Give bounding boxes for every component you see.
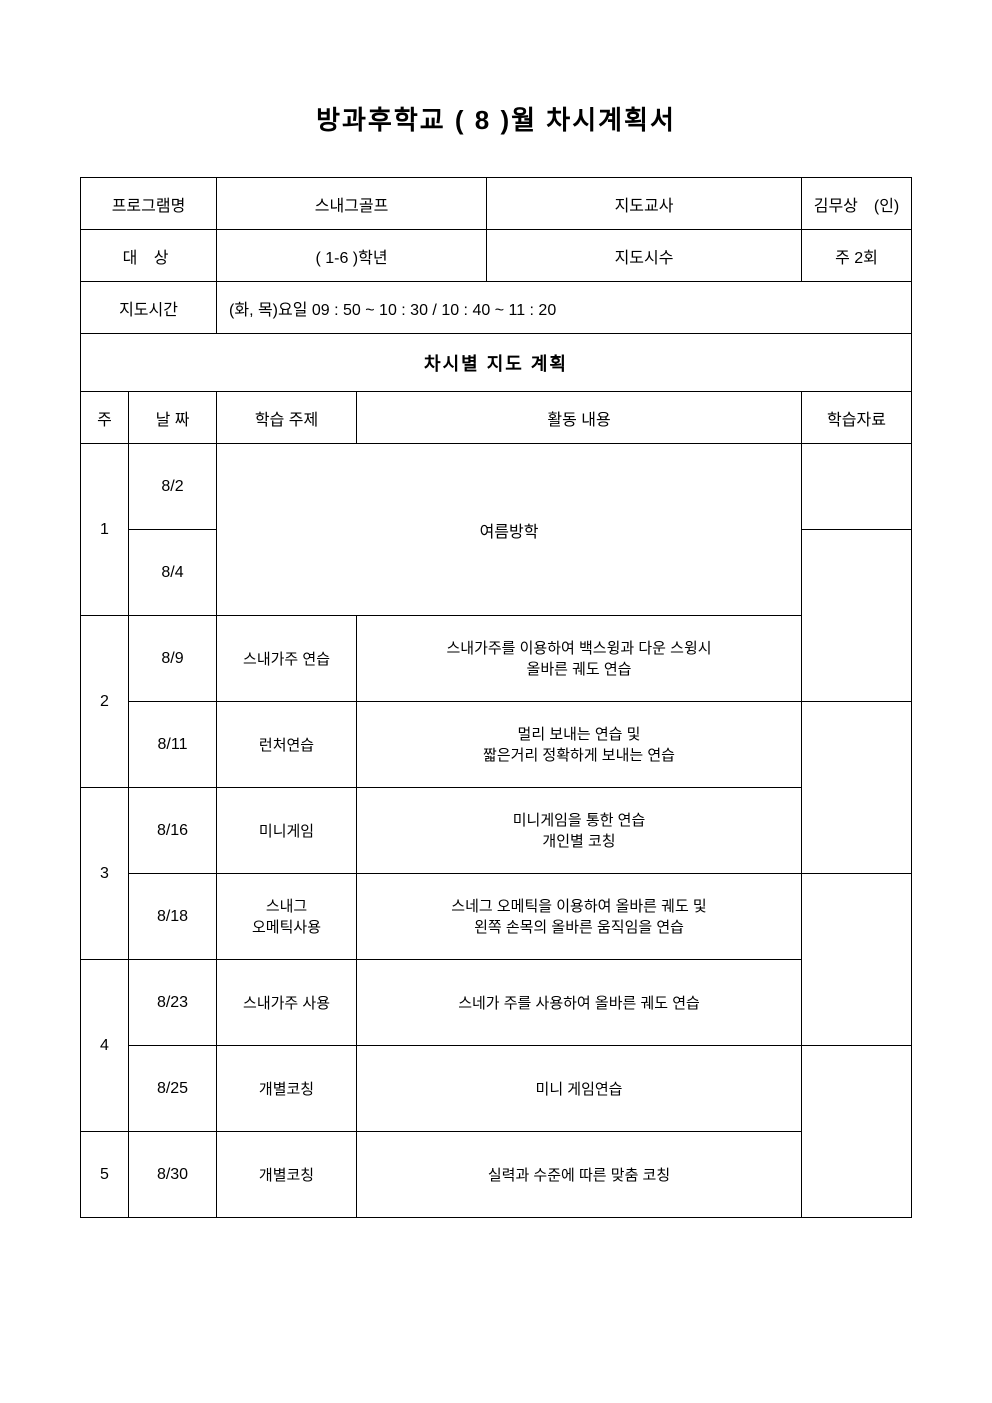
week-5-date-1: 8/30	[129, 1132, 217, 1218]
col-subject: 학습 주제	[217, 392, 357, 444]
col-material: 학습자료	[802, 392, 912, 444]
week2-row1: 28/9스내가주 연습스내가주를 이용하여 백스윙과 다운 스윙시올바른 궤도 …	[81, 616, 912, 702]
week-1-no: 1	[81, 444, 129, 616]
week4-row2: 8/25개별코칭미니 게임연습	[81, 1046, 912, 1132]
material-merge-3	[802, 874, 912, 1046]
week-3-activity-1: 미니게임을 통한 연습개인별 코칭	[357, 810, 801, 852]
program-label: 프로그램명	[81, 178, 217, 230]
material-merge-1	[802, 530, 912, 702]
week-3-subject-1: 미니게임	[217, 788, 357, 874]
program-value: 스내그골프	[217, 178, 487, 230]
col-activity: 활동 내용	[357, 392, 802, 444]
week-3-activity-cell-1: 미니게임을 통한 연습개인별 코칭	[357, 788, 802, 874]
header-row-target: 대 상( 1-6 )학년지도시수주 2회	[81, 230, 912, 282]
hours-label: 지도시수	[487, 230, 802, 282]
target-value: ( 1-6 )학년	[217, 230, 487, 282]
target-label: 대 상	[81, 230, 217, 282]
week-2-subject-2: 런처연습	[217, 702, 357, 788]
week-3-subject-cell-2: 스내그오메틱사용	[217, 874, 357, 960]
week-2-activity-cell-1: 스내가주를 이용하여 백스윙과 다운 스윙시올바른 궤도 연습	[357, 616, 802, 702]
week-2-date-2: 8/11	[129, 702, 217, 788]
week-2-activity-1: 스내가주를 이용하여 백스윙과 다운 스윙시올바른 궤도 연습	[357, 638, 801, 680]
week-5-no: 5	[81, 1132, 129, 1218]
hours-value: 주 2회	[802, 230, 912, 282]
week-5-subject-1: 개별코칭	[217, 1132, 357, 1218]
week-3-activity-cell-2: 스네그 오메틱을 이용하여 올바른 궤도 및왼쪽 손목의 올바른 움직임을 연습	[357, 874, 802, 960]
week-1-date-2: 8/4	[129, 530, 217, 616]
week-3-no: 3	[81, 788, 129, 960]
header-row-time: 지도시간(화, 목)요일 09 : 50 ~ 10 : 30 / 10 : 40…	[81, 282, 912, 334]
week-3-date-1: 8/16	[129, 788, 217, 874]
material-merge-4	[802, 1046, 912, 1218]
week-2-no: 2	[81, 616, 129, 788]
week4-row1: 48/23스내가주 사용스네가 주를 사용하여 올바른 궤도 연습	[81, 960, 912, 1046]
week-2-activity-2: 멀리 보내는 연습 및짧은거리 정확하게 보내는 연습	[357, 724, 801, 766]
vacation-cell: 여름방학	[217, 444, 802, 616]
time-label: 지도시간	[81, 282, 217, 334]
col-week: 주	[81, 392, 129, 444]
week-4-subject-1: 스내가주 사용	[217, 960, 357, 1046]
week-3-activity-2: 스네그 오메틱을 이용하여 올바른 궤도 및왼쪽 손목의 올바른 움직임을 연습	[357, 896, 801, 938]
material-merge-2	[802, 702, 912, 874]
week-2-subject-1: 스내가주 연습	[217, 616, 357, 702]
week-3-subject-2: 스내그오메틱사용	[217, 896, 356, 938]
week3-row1: 38/16미니게임미니게임을 통한 연습개인별 코칭	[81, 788, 912, 874]
week-5-activity-1: 실력과 수준에 따른 맞춤 코칭	[357, 1132, 802, 1218]
teacher-value: 김무상 (인)	[802, 178, 912, 230]
teacher-label: 지도교사	[487, 178, 802, 230]
week-1-material-1	[802, 444, 912, 530]
week-2-date-1: 8/9	[129, 616, 217, 702]
week-1-date-1: 8/2	[129, 444, 217, 530]
time-value: (화, 목)요일 09 : 50 ~ 10 : 30 / 10 : 40 ~ 1…	[217, 282, 912, 334]
week-4-activity-1: 스네가 주를 사용하여 올바른 궤도 연습	[357, 960, 802, 1046]
week3-row2: 8/18스내그오메틱사용스네그 오메틱을 이용하여 올바른 궤도 및왼쪽 손목의…	[81, 874, 912, 960]
week-4-subject-2: 개별코칭	[217, 1046, 357, 1132]
week-3-date-2: 8/18	[129, 874, 217, 960]
week-4-no: 4	[81, 960, 129, 1132]
week-4-date-2: 8/25	[129, 1046, 217, 1132]
week5-row1: 58/30개별코칭실력과 수준에 따른 맞춤 코칭	[81, 1132, 912, 1218]
col-date: 날 짜	[129, 392, 217, 444]
week1-row1: 18/2여름방학	[81, 444, 912, 530]
lesson-plan-table: 프로그램명스내그골프지도교사김무상 (인)대 상( 1-6 )학년지도시수주 2…	[80, 177, 912, 1218]
lesson-columns-row: 주날 짜학습 주제활동 내용학습자료	[81, 392, 912, 444]
week-4-activity-2: 미니 게임연습	[357, 1046, 802, 1132]
section-title: 차시별 지도 계획	[81, 334, 912, 392]
section-header-row: 차시별 지도 계획	[81, 334, 912, 392]
week-2-activity-cell-2: 멀리 보내는 연습 및짧은거리 정확하게 보내는 연습	[357, 702, 802, 788]
week-4-date-1: 8/23	[129, 960, 217, 1046]
week2-row2: 8/11런처연습멀리 보내는 연습 및짧은거리 정확하게 보내는 연습	[81, 702, 912, 788]
header-row-program: 프로그램명스내그골프지도교사김무상 (인)	[81, 178, 912, 230]
document-title: 방과후학교 ( 8 )월 차시계획서	[80, 100, 912, 137]
